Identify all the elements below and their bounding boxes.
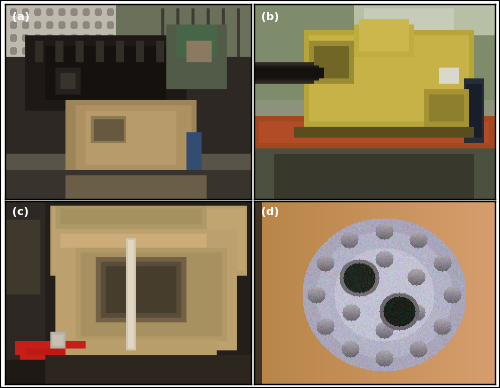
Text: (d): (d)	[260, 207, 279, 217]
Text: (a): (a)	[12, 12, 30, 22]
Text: (c): (c)	[12, 207, 29, 217]
Text: (b): (b)	[260, 12, 279, 22]
